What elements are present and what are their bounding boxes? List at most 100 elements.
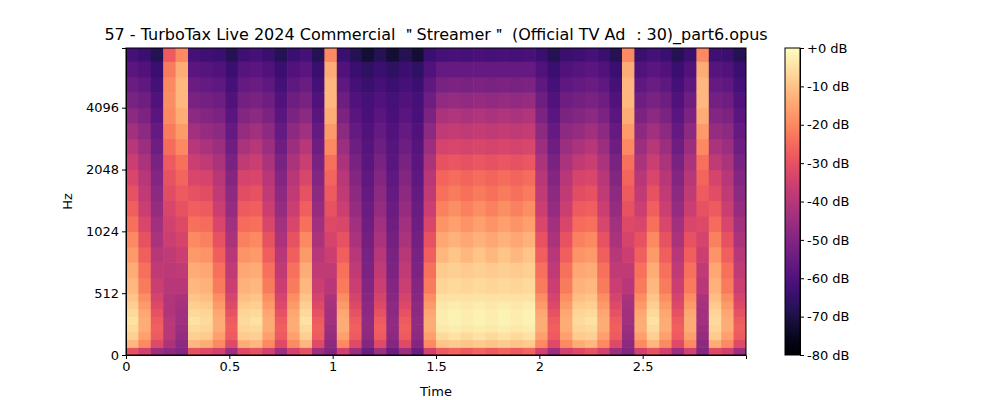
heatmap-cell [275,293,288,301]
heatmap-cell [424,216,437,232]
heatmap-cell [436,154,449,170]
colorbar-tick-mark [800,86,804,87]
heatmap-cell [659,340,672,348]
heatmap-cell [647,170,660,186]
y-tick: 4096 [86,100,126,115]
heatmap-cell [473,48,486,62]
heatmap-cell [523,185,536,201]
heatmap-cell [597,340,610,348]
heatmap-cell [324,340,337,348]
heatmap-cell [225,231,238,247]
heatmap-cell [275,332,288,340]
heatmap-cell [225,278,238,294]
heatmap-cell [734,170,746,186]
heatmap-cell [510,247,523,263]
heatmap-cell [473,347,486,355]
heatmap-cell [386,108,399,124]
heatmap-cell [411,340,424,348]
heatmap-cell [324,324,337,332]
heatmap-cell [424,185,437,201]
heatmap-cell [262,48,275,62]
heatmap-cell [337,262,350,278]
heatmap-cell [424,324,437,332]
heatmap-cell [386,48,399,62]
heatmap-cell [498,170,511,186]
heatmap-cell [213,247,226,263]
heatmap-cell [225,301,238,309]
heatmap-cell [523,293,536,301]
heatmap-cell [324,247,337,263]
heatmap-cell [138,154,151,170]
heatmap-cell [672,309,685,317]
heatmap-cell [250,108,263,124]
heatmap-cell [411,278,424,294]
heatmap-cell [225,347,238,355]
heatmap-cell [548,293,561,301]
heatmap-cell [349,324,362,332]
heatmap-cell [312,216,325,232]
heatmap-cell [362,293,375,301]
heatmap-cell [647,332,660,340]
heatmap-cell [610,154,623,170]
heatmap-cell [734,247,746,263]
heatmap-cell [349,61,362,77]
heatmap-cell [287,123,300,139]
heatmap-cell [275,61,288,77]
heatmap-cell [436,139,449,155]
heatmap-cell [647,340,660,348]
heatmap-cell [659,61,672,77]
heatmap-cell [610,332,623,340]
heatmap-cell [287,200,300,216]
heatmap-cell [498,316,511,324]
heatmap-cell [523,154,536,170]
heatmap-cell [510,139,523,155]
heatmap-cell [510,61,523,77]
heatmap-cell [188,92,201,108]
colorbar-tick-mark [800,125,804,126]
heatmap-cell [399,332,412,340]
heatmap-cell [734,347,746,355]
heatmap-cell [163,123,176,139]
heatmap-cell [634,108,647,124]
heatmap-cell [523,309,536,317]
heatmap-cell [721,231,734,247]
heatmap-cell [535,278,548,294]
heatmap-cell [200,154,213,170]
heatmap-cell [250,185,263,201]
heatmap-cell [436,293,449,301]
heatmap-cell [634,332,647,340]
heatmap-cell [585,48,598,62]
heatmap-cell [572,77,585,93]
heatmap-cell [461,61,474,77]
heatmap-cell [287,77,300,93]
heatmap-cell [709,324,722,332]
heatmap-cell [721,139,734,155]
heatmap-cell [424,61,437,77]
heatmap-cell [424,247,437,263]
heatmap-cell [188,170,201,186]
heatmap-cell [238,316,251,324]
heatmap-cell [238,92,251,108]
heatmap-cell [734,92,746,108]
heatmap-cell [151,278,164,294]
heatmap-cell [486,332,499,340]
heatmap-cell [399,262,412,278]
heatmap-cell [337,347,350,355]
heatmap-cell [176,154,189,170]
heatmap-cell [461,332,474,340]
heatmap-cell [535,77,548,93]
heatmap-cell [337,154,350,170]
heatmap-cell [349,77,362,93]
heatmap-cell [696,108,709,124]
heatmap-cell [138,231,151,247]
heatmap-cell [176,77,189,93]
heatmap-cell [610,347,623,355]
heatmap-cell [238,293,251,301]
colorbar-tick-mark [800,163,804,164]
heatmap-cell [151,332,164,340]
y-tick-label: 1024 [86,224,119,239]
heatmap-cell [411,92,424,108]
heatmap-cell [473,154,486,170]
heatmap-cell [659,170,672,186]
heatmap-cell [324,316,337,324]
